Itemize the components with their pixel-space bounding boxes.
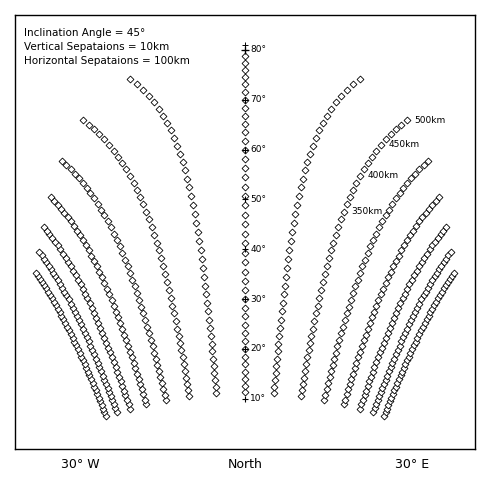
Text: 30°: 30° — [250, 295, 266, 304]
Text: 20°: 20° — [250, 344, 266, 354]
Text: 400km: 400km — [368, 171, 399, 180]
Text: 30° E: 30° E — [394, 458, 429, 471]
Text: 70°: 70° — [250, 95, 266, 104]
Text: 350km: 350km — [351, 207, 383, 216]
Text: Inclination Angle = 45°
Vertical Sepataions = 10km
Horizontal Sepataions = 100km: Inclination Angle = 45° Vertical Sepatai… — [24, 28, 190, 66]
Text: 60°: 60° — [250, 145, 266, 154]
Text: 80°: 80° — [250, 45, 266, 55]
Text: 30° W: 30° W — [61, 458, 100, 471]
Text: 450km: 450km — [389, 141, 419, 149]
Text: 10°: 10° — [250, 394, 266, 403]
Text: 40°: 40° — [250, 245, 266, 254]
Text: North: North — [227, 458, 263, 471]
Text: 50°: 50° — [250, 195, 266, 204]
Text: 500km: 500km — [415, 115, 446, 125]
